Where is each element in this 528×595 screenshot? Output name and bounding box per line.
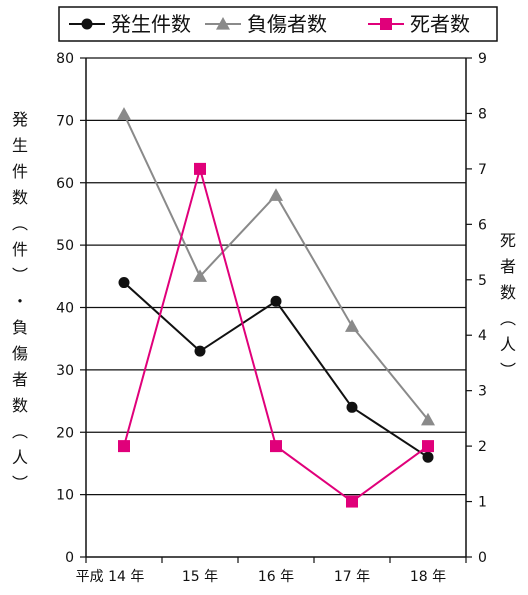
left-axis-title-char: ︵ (12, 214, 28, 233)
right-tick-label: 6 (478, 217, 487, 233)
legend-label: 発生件数 (111, 12, 191, 36)
x-tick-label: 15 年 (182, 569, 218, 585)
legend: 発生件数 負傷者数 死者数 (58, 6, 498, 42)
left-axis-title-char: 発 (12, 110, 28, 129)
right-axis-title-char: ︵ (500, 309, 516, 328)
data-point (270, 440, 282, 453)
right-axis-title-char: 人 (500, 335, 516, 354)
data-point (422, 451, 434, 463)
left-tick-label: 20 (56, 425, 74, 441)
right-tick-label: 9 (478, 51, 487, 67)
left-axis-title-char: 数 (12, 188, 28, 207)
left-tick-label: 10 (56, 488, 74, 504)
right-tick-label: 2 (478, 439, 487, 455)
left-tick-label: 50 (56, 238, 74, 254)
data-point (269, 188, 283, 201)
data-point (270, 295, 282, 307)
data-point (422, 440, 434, 453)
legend-label: 死者数 (410, 12, 470, 36)
right-axis-title-char: 死 (500, 231, 516, 250)
data-point (194, 162, 206, 175)
left-axis-title-char: 件 (12, 240, 28, 259)
right-tick-label: 8 (478, 106, 487, 122)
data-point (118, 440, 130, 453)
left-tick-label: 70 (56, 113, 74, 129)
left-axis-title-char: 負 (12, 318, 28, 337)
left-axis-title-char: ︶ (12, 266, 28, 285)
left-tick-label: 60 (56, 176, 74, 192)
x-tick-label: 17 年 (334, 569, 370, 585)
axis-labels: 発生件数︵件︶・負傷者数︵人︶死者数︵人︶ (12, 110, 516, 493)
data-point (194, 345, 206, 357)
left-axis-title-char: 人 (12, 448, 28, 467)
x-tick-label: 16 年 (258, 569, 294, 585)
right-axis-title-char: 数 (500, 283, 516, 302)
right-axis-title-char: ︶ (500, 361, 516, 380)
series-group (117, 107, 435, 508)
left-tick-label: 80 (56, 51, 74, 67)
legend-marker (216, 17, 230, 30)
right-tick-label: 1 (478, 495, 487, 511)
x-tick-label: 平成 14 年 (76, 569, 145, 585)
right-tick-label: 0 (478, 550, 487, 566)
left-axis-title-char: 傷 (12, 344, 28, 363)
right-tick-label: 7 (478, 162, 487, 178)
right-tick-label: 5 (478, 273, 487, 289)
left-axis-title-char: 数 (12, 396, 28, 415)
left-axis-title-char: ・ (12, 292, 28, 311)
legend-marker (81, 18, 93, 30)
axes (80, 57, 472, 563)
legend-marker (380, 18, 392, 30)
data-point (193, 269, 207, 282)
tick-labels: 0 10 20 30 40 50 60 70 80 0 1 2 3 4 5 6 7 8 9 平成 14 年 15 年 16… (56, 51, 487, 585)
left-axis-title-char: 件 (12, 162, 28, 181)
data-point (346, 401, 358, 413)
gridlines (86, 57, 466, 496)
right-tick-label: 4 (478, 328, 487, 344)
left-axis-title-char: ︵ (12, 422, 28, 441)
data-point (118, 277, 130, 289)
left-tick-label: 30 (56, 363, 74, 379)
right-axis-title-char: 者 (500, 257, 516, 276)
right-tick-label: 3 (478, 384, 487, 400)
left-axis-title-char: ︶ (12, 474, 28, 493)
data-point (345, 319, 359, 332)
series-line (123, 113, 429, 421)
left-tick-label: 0 (65, 550, 74, 566)
left-axis-title-char: 生 (12, 136, 28, 155)
x-tick-label: 18 年 (410, 569, 446, 585)
data-point (117, 107, 131, 120)
legend-box (58, 6, 498, 42)
legend-label: 負傷者数 (247, 12, 327, 36)
left-tick-label: 40 (56, 301, 74, 317)
data-point (421, 412, 435, 426)
left-axis-title-char: 者 (12, 370, 28, 389)
data-point (346, 495, 358, 508)
